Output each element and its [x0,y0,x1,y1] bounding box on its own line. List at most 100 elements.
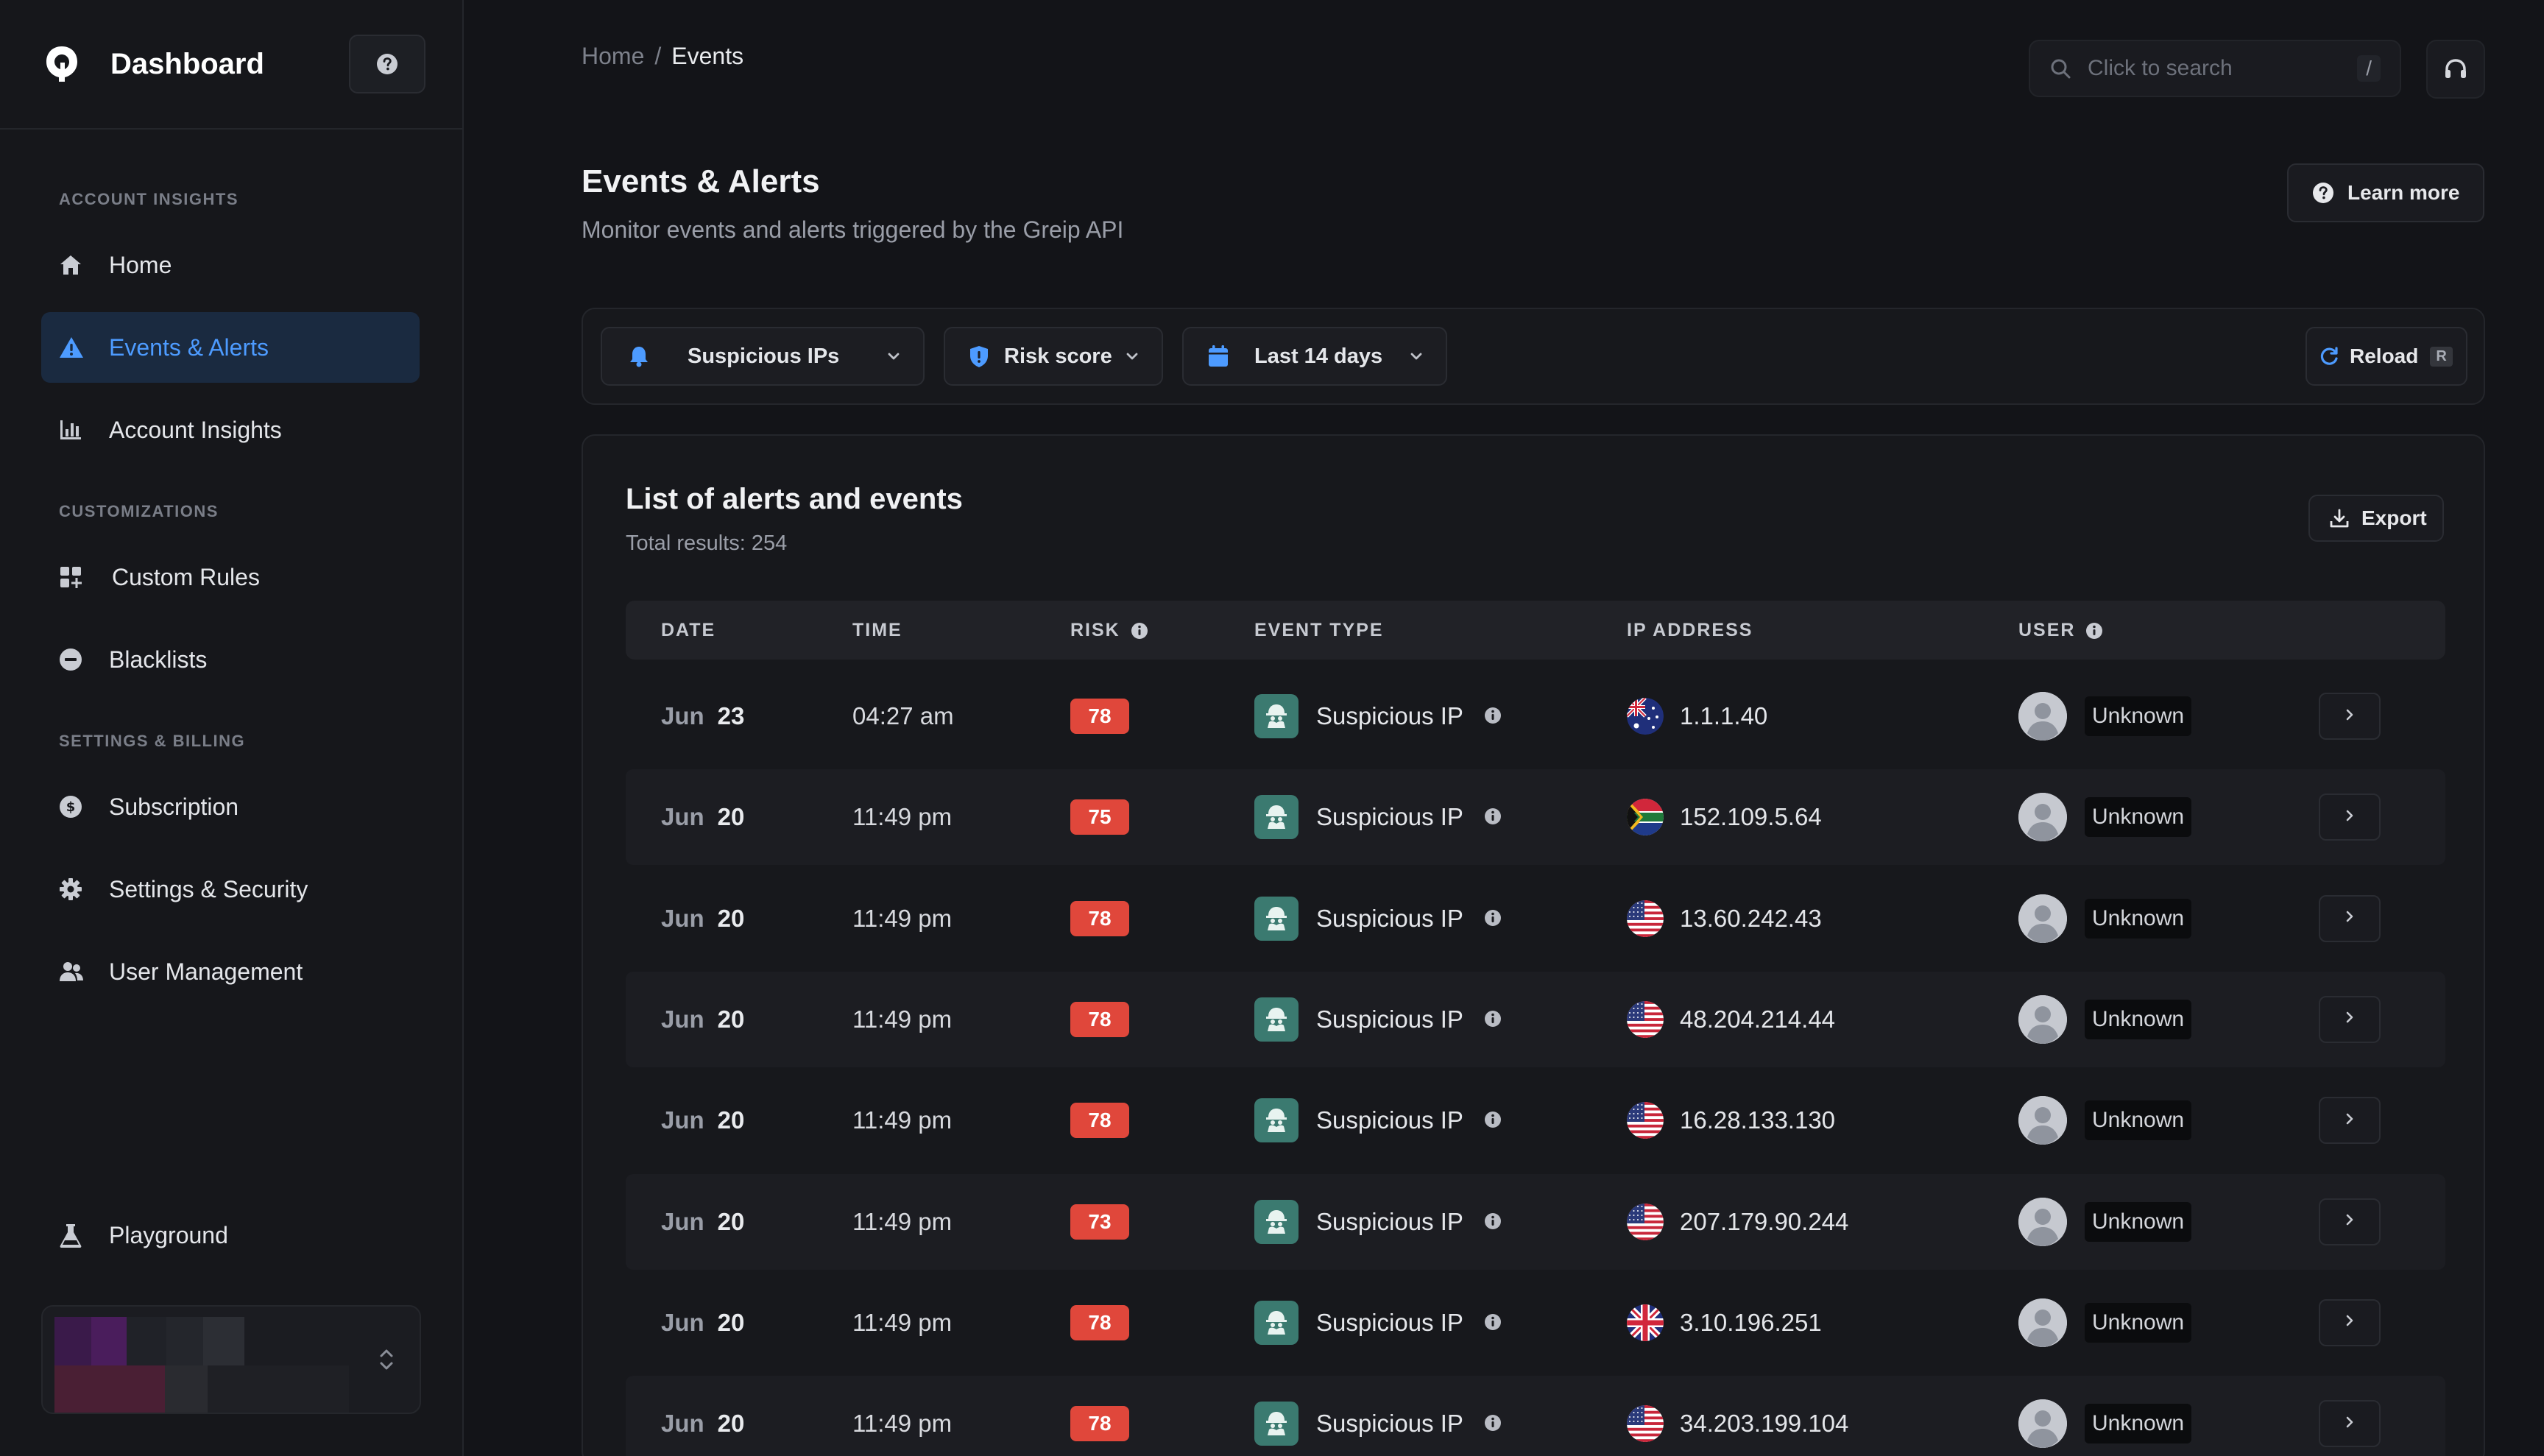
au-flag-icon [1627,698,1664,735]
sidebar-item-home[interactable]: Home [41,230,420,300]
ip-cell: 34.203.199.104 [1627,1376,1848,1456]
us-flag-icon [1627,1203,1664,1240]
sidebar-item-events[interactable]: Events & Alerts [41,312,420,383]
chevron-right-icon [2342,1212,2357,1231]
row-details-button[interactable] [2319,894,2381,942]
info-icon[interactable] [1484,803,1502,831]
ip-address[interactable]: 1.1.1.40 [1680,702,1768,729]
time-cell: 11:49 pm [852,1005,953,1033]
date-month: Jun [661,1308,704,1336]
page-title: Events & Alerts [582,163,820,199]
users-icon [59,957,96,986]
ip-address[interactable]: 13.60.242.43 [1680,904,1822,932]
row-details-button[interactable] [2319,1298,2381,1346]
date-cell: Jun 20 [661,871,744,966]
table-row[interactable]: Jun 20 11:49 pm 75 Suspicious IP 152.109.5.64… [626,769,2445,866]
export-button[interactable]: Export [2308,495,2444,542]
greip-logo-icon[interactable] [41,43,82,85]
ip-address[interactable]: 48.204.214.44 [1680,1005,1836,1033]
column-header-user[interactable]: USER [2018,620,2103,641]
info-icon[interactable] [1484,1208,1502,1236]
chevron-right-icon [2342,808,2357,827]
chevron-right-icon [2342,909,2357,927]
ip-address[interactable]: 3.10.196.251 [1680,1308,1822,1336]
home-icon [59,250,96,280]
table-row[interactable]: Jun 20 11:49 pm 78 Suspicious IP 13.60.242.43… [626,871,2445,966]
sidebar-item-label: Playground [109,1221,228,1248]
info-icon[interactable] [2085,622,2103,640]
risk-score-dropdown[interactable]: Risk score [944,327,1163,386]
row-details-button[interactable] [2319,995,2381,1043]
info-icon[interactable] [1131,622,1148,640]
table-row[interactable]: Jun 20 11:49 pm 78 Suspicious IP 16.28.133.13… [626,1072,2445,1168]
row-details-button[interactable] [2319,1097,2381,1145]
column-header-date[interactable]: DATE [661,620,716,640]
date-day: 20 [717,803,745,831]
ip-address[interactable]: 34.203.199.104 [1680,1410,1849,1438]
info-icon[interactable] [1484,1106,1502,1134]
sidebar-item-user-management[interactable]: User Management [41,936,420,1007]
column-header-risk[interactable]: RISK [1070,620,1148,641]
sidebar-item-playground[interactable]: Playground [41,1200,420,1271]
user-label: Unknown [2085,797,2192,838]
column-header-ip-address[interactable]: IP ADDRESS [1627,620,1753,640]
table-row[interactable]: Jun 20 11:49 pm 78 Suspicious IP 3.10.196.251… [626,1275,2445,1371]
sidebar-item-label: Blacklists [109,646,208,673]
ip-address[interactable]: 207.179.90.244 [1680,1207,1849,1235]
row-details-button[interactable] [2319,693,2381,740]
ip-address[interactable]: 16.28.133.130 [1680,1106,1836,1134]
date-range-dropdown[interactable]: Last 14 days [1182,327,1447,386]
info-icon[interactable] [1484,702,1502,730]
table-row[interactable]: Jun 20 11:49 pm 73 Suspicious IP 207.179.90.2… [626,1173,2445,1270]
table-row[interactable]: Jun 20 11:49 pm 78 Suspicious IP 34.203.199.1… [626,1376,2445,1456]
row-details-button[interactable] [2319,1198,2381,1245]
sidebar-item-account-insights[interactable]: Account Insights [41,395,420,465]
info-icon[interactable] [1484,1309,1502,1337]
row-details-button[interactable] [2319,1400,2381,1448]
sidebar-item-label: Settings & Security [109,875,308,902]
avatar [2018,692,2067,741]
user-label: Unknown [2085,696,2192,736]
chevron-down-icon [1410,353,1422,360]
ip-cell: 13.60.242.43 [1627,871,1822,966]
avatar [2018,1298,2067,1347]
row-details-button[interactable] [2319,794,2381,841]
info-icon[interactable] [1484,1006,1502,1033]
risk-badge: 75 [1070,799,1129,835]
risk-cell: 78 [1070,871,1129,966]
reload-shortcut-key: R [2430,346,2453,367]
date-day: 20 [717,1410,745,1438]
risk-badge: 78 [1070,1001,1129,1037]
info-icon[interactable] [1484,1410,1502,1438]
calendar-icon [1209,345,1228,367]
workspace-switcher[interactable] [41,1305,421,1414]
date-day: 20 [717,1207,745,1235]
search-input[interactable]: Click to search / [2029,40,2401,97]
event-type-dropdown[interactable]: Suspicious IPs [601,327,925,386]
sidebar-item-blacklists[interactable]: Blacklists [41,624,420,695]
breadcrumb-home-link[interactable]: Home [582,43,645,69]
event-type-label: Suspicious IP [1316,1410,1463,1438]
chevron-updown-icon [380,1349,393,1370]
avatar [2018,1197,2067,1246]
sidebar-item-custom-rules[interactable]: Custom Rules [41,542,420,612]
table-row[interactable]: Jun 20 11:49 pm 78 Suspicious IP 48.204.214.4… [626,971,2445,1067]
risk-cell: 78 [1070,1275,1129,1371]
column-header-event-type[interactable]: EVENT TYPE [1254,620,1384,640]
learn-more-button[interactable]: Learn more [2287,163,2484,222]
column-header-risk-label: RISK [1070,620,1120,640]
column-header-time[interactable]: TIME [852,620,902,640]
sidebar-item-settings-security[interactable]: Settings & Security [41,854,420,925]
info-icon[interactable] [1484,905,1502,933]
learn-more-label: Learn more [2347,181,2460,204]
reload-button[interactable]: Reload R [2306,327,2467,386]
help-icon [2313,183,2333,203]
support-button[interactable] [2426,40,2485,99]
risk-cell: 78 [1070,668,1129,764]
ip-address[interactable]: 152.109.5.64 [1680,803,1822,831]
avatar [2018,894,2067,943]
table-row[interactable]: Jun 23 04:27 am 78 Suspicious IP 1.1.1.40 Unkn… [626,668,2445,764]
avatar [2018,994,2067,1044]
sidebar-item-subscription[interactable]: $ Subscription [41,771,420,842]
help-button[interactable] [349,35,425,93]
